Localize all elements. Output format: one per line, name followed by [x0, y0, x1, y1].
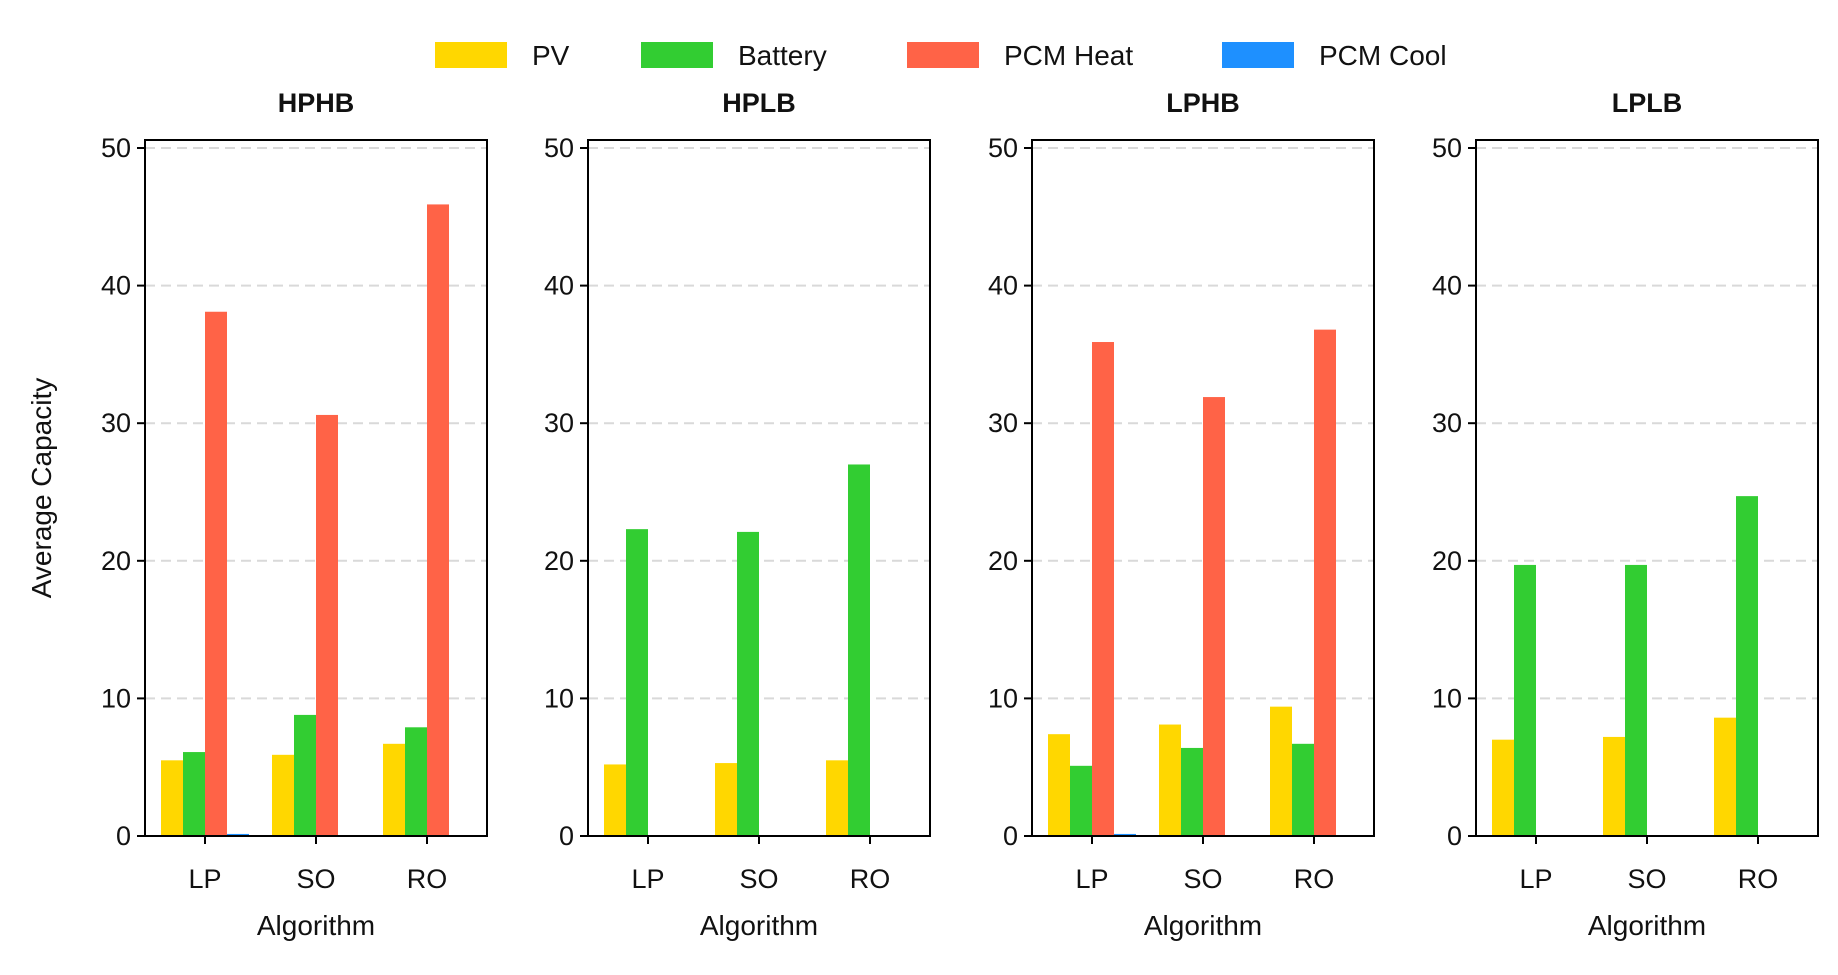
bar-lplb-lp-battery [1514, 564, 1536, 836]
y-tick-label: 40 [1432, 271, 1462, 301]
y-tick-label: 10 [988, 683, 1018, 713]
bar-hphb-so-pcm-heat [316, 414, 338, 836]
x-tick-label: RO [1738, 864, 1779, 894]
bar-hplb-ro-pv [826, 760, 848, 836]
bar-hplb-so-battery [737, 531, 759, 836]
bar-lphb-so-pv [1159, 724, 1181, 836]
y-tick-label: 30 [1432, 408, 1462, 438]
bar-lphb-so-pcm-heat [1203, 397, 1225, 836]
y-tick-label: 0 [1447, 821, 1462, 851]
x-axis-label: Algorithm [700, 910, 818, 941]
bar-hphb-so-pv [272, 754, 294, 836]
y-tick-label: 40 [101, 271, 131, 301]
bar-lplb-lp-pv [1492, 739, 1514, 836]
x-tick-label: LP [1075, 864, 1108, 894]
bar-lphb-lp-pv [1048, 734, 1070, 836]
bar-hplb-lp-battery [626, 529, 648, 836]
y-tick-label: 30 [544, 408, 574, 438]
x-tick-label: LP [631, 864, 664, 894]
y-tick-label: 50 [101, 133, 131, 163]
bar-lphb-so-battery [1181, 747, 1203, 836]
bar-hphb-lp-battery [183, 752, 205, 836]
legend-swatch-battery [641, 42, 713, 68]
bar-hphb-ro-pcm-heat [427, 204, 449, 836]
bar-hphb-lp-pv [161, 760, 183, 836]
legend-swatch-pcm-cool [1222, 42, 1294, 68]
x-tick-label: RO [407, 864, 448, 894]
panel-title-hphb: HPHB [278, 88, 355, 118]
bar-lplb-ro-battery [1736, 496, 1758, 836]
bar-hplb-lp-pv [604, 764, 626, 836]
legend-swatch-pcm-heat [907, 42, 979, 68]
x-tick-label: LP [188, 864, 221, 894]
x-tick-label: SO [296, 864, 335, 894]
bar-lphb-lp-battery [1070, 765, 1092, 836]
x-axis-label: Algorithm [1144, 910, 1262, 941]
panel-title-lphb: LPHB [1166, 88, 1240, 118]
bar-lphb-ro-pcm-heat [1314, 329, 1336, 836]
bar-hphb-ro-pv [383, 743, 405, 836]
legend-label-pcm-heat: PCM Heat [1004, 40, 1133, 71]
bar-hphb-ro-battery [405, 727, 427, 836]
bar-hphb-so-battery [294, 714, 316, 836]
y-tick-label: 0 [1003, 821, 1018, 851]
y-tick-label: 40 [988, 271, 1018, 301]
bar-lplb-so-battery [1625, 564, 1647, 836]
panel-title-lplb: LPLB [1612, 88, 1683, 118]
y-tick-label: 50 [544, 133, 574, 163]
y-tick-label: 10 [544, 683, 574, 713]
y-tick-label: 40 [544, 271, 574, 301]
bar-hphb-lp-pcm-heat [205, 311, 227, 836]
bar-lphb-lp-pcm-heat [1092, 342, 1114, 836]
y-axis-label: Average Capacity [26, 378, 57, 599]
y-tick-label: 20 [101, 546, 131, 576]
y-tick-label: 0 [559, 821, 574, 851]
bar-lplb-so-pv [1603, 736, 1625, 836]
bar-lphb-ro-pv [1270, 706, 1292, 836]
legend-label-pcm-cool: PCM Cool [1319, 40, 1447, 71]
bar-hplb-so-pv [715, 763, 737, 836]
y-tick-label: 0 [116, 821, 131, 851]
x-tick-label: SO [739, 864, 778, 894]
legend-label-battery: Battery [738, 40, 827, 71]
x-tick-label: SO [1627, 864, 1666, 894]
y-tick-label: 20 [544, 546, 574, 576]
bar-lphb-lp-pcm-cool [1114, 833, 1136, 836]
y-tick-label: 20 [988, 546, 1018, 576]
x-tick-label: LP [1519, 864, 1552, 894]
y-tick-label: 10 [101, 683, 131, 713]
x-tick-label: SO [1183, 864, 1222, 894]
bar-hphb-lp-pcm-cool [227, 833, 249, 836]
y-tick-label: 50 [988, 133, 1018, 163]
bar-hplb-ro-battery [848, 464, 870, 836]
x-axis-label: Algorithm [257, 910, 375, 941]
y-tick-label: 30 [988, 408, 1018, 438]
x-axis-label: Algorithm [1588, 910, 1706, 941]
panel-title-hplb: HPLB [722, 88, 796, 118]
y-tick-label: 30 [101, 408, 131, 438]
bar-lplb-ro-pv [1714, 717, 1736, 836]
bar-lphb-ro-battery [1292, 743, 1314, 836]
legend-label-pv: PV [532, 40, 570, 71]
x-tick-label: RO [1294, 864, 1335, 894]
y-tick-label: 10 [1432, 683, 1462, 713]
y-tick-label: 20 [1432, 546, 1462, 576]
y-tick-label: 50 [1432, 133, 1462, 163]
x-tick-label: RO [850, 864, 891, 894]
legend-swatch-pv [435, 42, 507, 68]
